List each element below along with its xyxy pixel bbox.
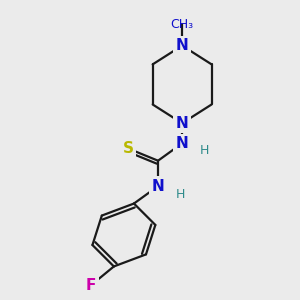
Text: S: S [123,141,134,156]
Text: N: N [176,116,188,131]
Text: N: N [176,136,188,151]
Text: F: F [86,278,96,293]
Text: N: N [176,38,188,53]
Text: N: N [152,178,164,194]
Text: H: H [200,144,210,157]
Text: CH₃: CH₃ [171,18,194,31]
Text: H: H [176,188,185,201]
